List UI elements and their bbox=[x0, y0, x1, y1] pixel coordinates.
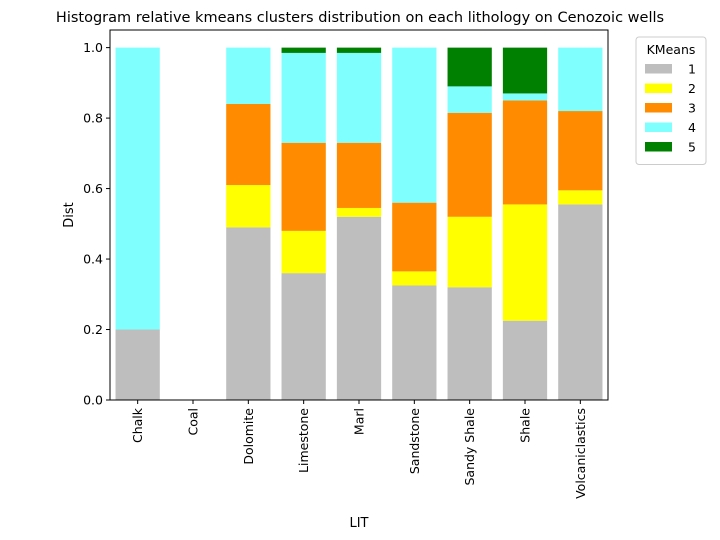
bar-shale-kmeans-1 bbox=[502, 320, 548, 400]
bar-volcaniclastics-kmeans-1 bbox=[558, 204, 603, 400]
y-axis: 0.0 0.2 0.4 0.6 0.8 1.0 bbox=[83, 40, 110, 408]
bar-limestone-kmeans-1 bbox=[281, 273, 326, 400]
x-tick-label: Marl bbox=[352, 408, 367, 435]
bar-limestone-kmeans-5 bbox=[281, 47, 326, 53]
bar-volcaniclastics-kmeans-4 bbox=[558, 47, 603, 112]
y-axis-label: Dist bbox=[62, 202, 77, 228]
plot-frame bbox=[109, 29, 609, 401]
x-tick-label: Dolomite bbox=[241, 408, 256, 465]
x-tick-label: Chalk bbox=[130, 407, 145, 443]
bar-shale-kmeans-2 bbox=[502, 204, 548, 321]
legend-swatch-1 bbox=[645, 64, 672, 74]
bar-sandstone-kmeans-2 bbox=[392, 271, 437, 286]
y-tick-label: 0.2 bbox=[83, 322, 103, 337]
chart-title: Histogram relative kmeans clusters distr… bbox=[56, 10, 664, 26]
legend-label-4: 4 bbox=[688, 120, 696, 135]
bar-marl-kmeans-1 bbox=[336, 216, 382, 400]
bar-sandy-shale-kmeans-3 bbox=[447, 112, 492, 217]
bar-sandy-shale-kmeans-1 bbox=[447, 287, 492, 400]
x-axis: Chalk Coal Dolomite Limestone Marl Sandstone S… bbox=[130, 400, 588, 499]
bar-dolomite-kmeans-2 bbox=[226, 185, 271, 228]
bars-group bbox=[115, 47, 603, 400]
bar-marl-kmeans-2 bbox=[336, 207, 382, 217]
legend: KMeans 1 2 3 4 5 bbox=[635, 36, 707, 165]
bar-dolomite-kmeans-4 bbox=[226, 47, 271, 104]
bar-marl-kmeans-5 bbox=[336, 47, 382, 53]
bar-limestone-kmeans-3 bbox=[281, 142, 326, 231]
x-tick-label: Volcaniclastics bbox=[573, 408, 588, 499]
bar-shale-kmeans-4 bbox=[502, 93, 548, 101]
bar-sandy-shale-kmeans-4 bbox=[447, 86, 492, 113]
legend-swatch-3 bbox=[645, 103, 672, 113]
bar-sandstone-kmeans-1 bbox=[392, 285, 437, 400]
y-tick-label: 0.6 bbox=[83, 181, 103, 196]
bar-volcaniclastics-kmeans-3 bbox=[558, 111, 603, 191]
legend-swatch-5 bbox=[645, 142, 672, 152]
bar-dolomite-kmeans-1 bbox=[226, 227, 271, 400]
legend-label-1: 1 bbox=[688, 62, 696, 77]
bar-limestone-kmeans-2 bbox=[281, 230, 326, 274]
bar-sandstone-kmeans-4 bbox=[392, 47, 437, 203]
bar-dolomite-kmeans-3 bbox=[226, 104, 271, 186]
legend-swatch-2 bbox=[645, 83, 672, 93]
bar-sandstone-kmeans-3 bbox=[392, 202, 437, 272]
x-tick-label: Coal bbox=[186, 408, 201, 436]
x-tick-label: Sandy Shale bbox=[462, 408, 477, 486]
x-tick-label: Shale bbox=[518, 408, 533, 443]
legend-title: KMeans bbox=[647, 42, 696, 57]
bar-volcaniclastics-kmeans-2 bbox=[558, 190, 603, 205]
y-tick-label: 1.0 bbox=[83, 40, 103, 55]
bar-shale-kmeans-5 bbox=[502, 47, 548, 94]
x-tick-label: Sandstone bbox=[407, 408, 422, 474]
y-tick-label: 0.4 bbox=[83, 252, 103, 267]
y-tick-label: 0.8 bbox=[83, 111, 103, 126]
bar-limestone-kmeans-4 bbox=[281, 52, 326, 143]
bar-marl-kmeans-3 bbox=[336, 142, 382, 208]
legend-swatch-4 bbox=[645, 122, 672, 132]
x-axis-label: LIT bbox=[349, 516, 368, 531]
bar-sandy-shale-kmeans-5 bbox=[447, 47, 492, 87]
bar-chalk-kmeans-1 bbox=[115, 329, 160, 400]
bar-marl-kmeans-4 bbox=[336, 52, 382, 143]
bar-shale-kmeans-3 bbox=[502, 100, 548, 205]
bar-chalk-kmeans-4 bbox=[115, 47, 160, 330]
y-tick-label: 0.0 bbox=[83, 393, 103, 408]
bar-sandy-shale-kmeans-2 bbox=[447, 216, 492, 288]
legend-label-2: 2 bbox=[688, 81, 696, 96]
legend-label-3: 3 bbox=[688, 101, 696, 116]
legend-label-5: 5 bbox=[688, 140, 696, 155]
x-tick-label: Limestone bbox=[296, 408, 311, 473]
